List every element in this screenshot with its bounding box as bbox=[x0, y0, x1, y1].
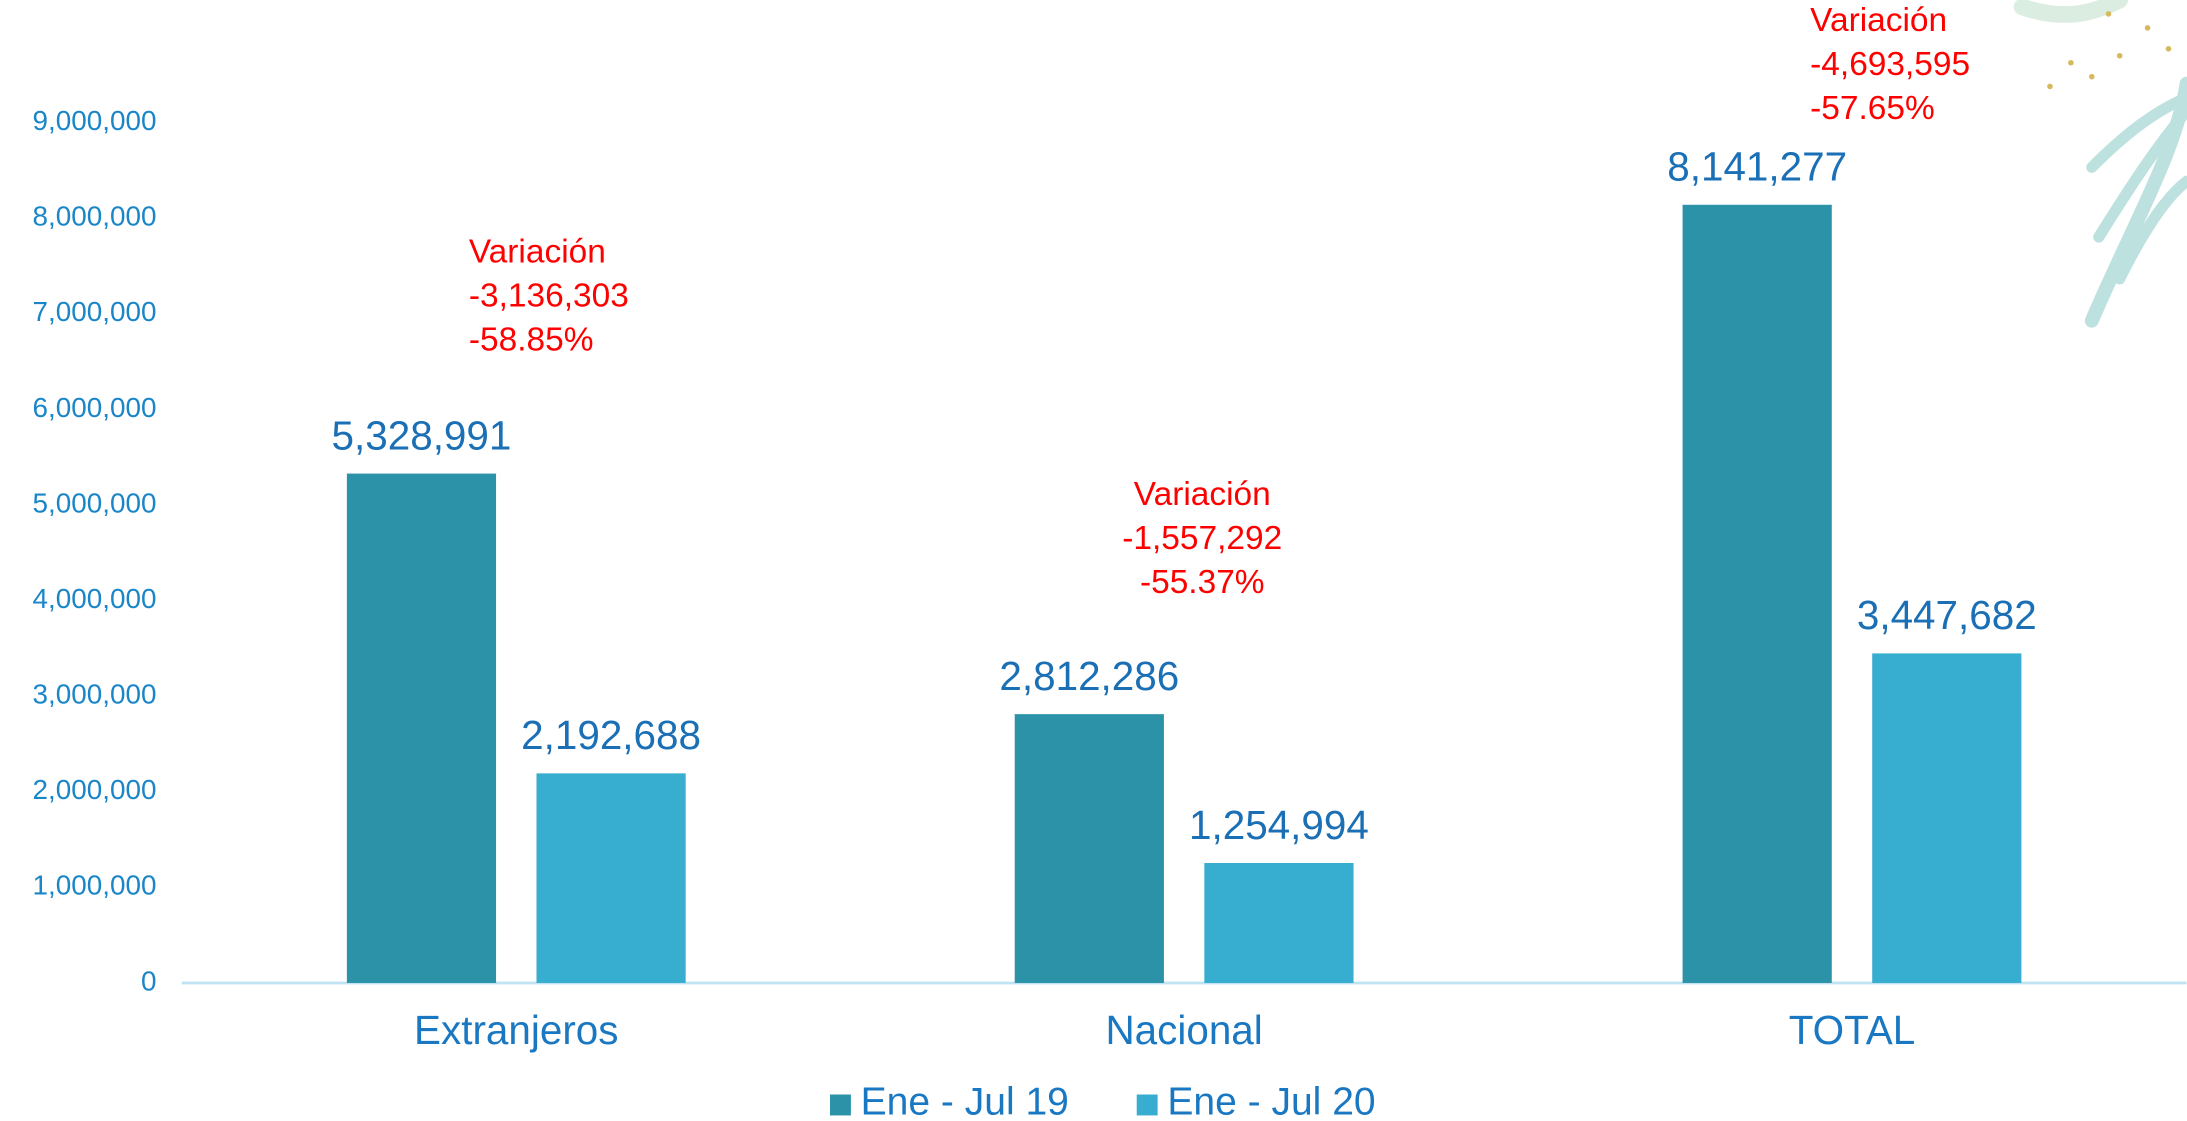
bar bbox=[536, 773, 685, 983]
y-tick-label: 7,000,000 bbox=[33, 296, 157, 327]
decoration bbox=[2022, 0, 2187, 321]
legend-label: Ene - Jul 19 bbox=[861, 1081, 1069, 1121]
y-tick-label: 2,000,000 bbox=[33, 774, 157, 805]
x-tick-label: Nacional bbox=[1105, 1007, 1262, 1053]
annotation: -55.37% bbox=[1140, 564, 1265, 601]
annotation: Variación bbox=[1134, 476, 1271, 513]
data-label: 8,141,277 bbox=[1667, 144, 1847, 190]
bar bbox=[1683, 205, 1832, 983]
annotation: Variación bbox=[469, 234, 606, 271]
annotation: -1,557,292 bbox=[1122, 520, 1282, 557]
y-tick-label: 8,000,000 bbox=[33, 201, 157, 232]
annotation: Variación bbox=[1810, 2, 1947, 39]
data-label: 2,192,688 bbox=[521, 712, 701, 758]
annotation: -4,693,595 bbox=[1810, 46, 1970, 83]
bar bbox=[1204, 863, 1353, 983]
data-label: 1,254,994 bbox=[1189, 802, 1369, 848]
y-tick-label: 1,000,000 bbox=[33, 870, 157, 901]
legend-label: Ene - Jul 20 bbox=[1167, 1081, 1375, 1121]
data-label: 2,812,286 bbox=[999, 653, 1179, 699]
x-tick-label: TOTAL bbox=[1789, 1007, 1916, 1053]
y-tick-label: 6,000,000 bbox=[33, 392, 157, 423]
y-tick-label: 9,000,000 bbox=[33, 105, 157, 136]
y-tick-label: 5,000,000 bbox=[33, 487, 157, 518]
y-tick-label: 3,000,000 bbox=[33, 679, 157, 710]
bar bbox=[347, 474, 496, 983]
legend-swatch bbox=[1137, 1095, 1158, 1116]
y-tick-label: 0 bbox=[141, 965, 157, 996]
x-tick-label: Extranjeros bbox=[414, 1007, 618, 1053]
chart: 0 1,000,000 2,000,000 3,000,000 4,000,000 5,0… bbox=[0, 0, 2187, 1121]
annotation: -58.85% bbox=[469, 321, 594, 358]
annotation: -3,136,303 bbox=[469, 278, 629, 315]
annotation: -57.65% bbox=[1810, 90, 1935, 127]
bar bbox=[1015, 714, 1164, 983]
bar bbox=[1872, 653, 2021, 983]
data-label: 5,328,991 bbox=[332, 412, 512, 458]
page: {"chart_data": { "type": "bar", "categor… bbox=[0, 0, 2187, 1121]
y-tick-label: 4,000,000 bbox=[33, 583, 157, 614]
legend-swatch bbox=[830, 1095, 851, 1116]
data-label: 3,447,682 bbox=[1857, 592, 2037, 638]
